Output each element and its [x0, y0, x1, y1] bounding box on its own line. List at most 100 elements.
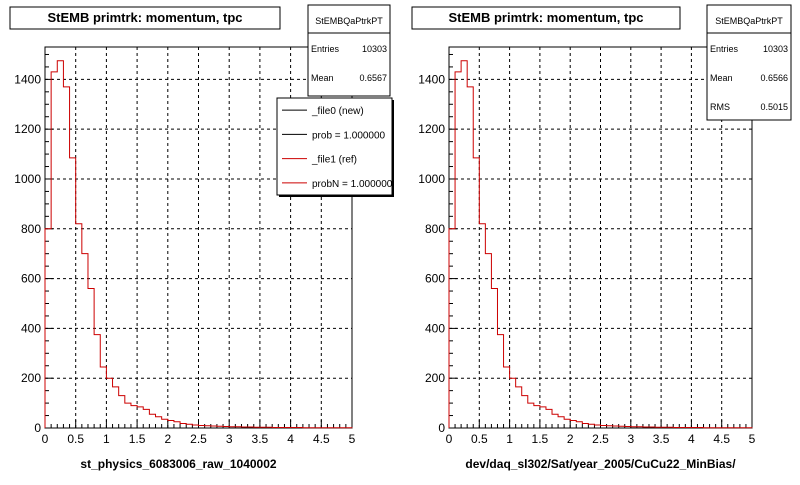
histogram-bin: [254, 427, 260, 428]
histogram-bin: [637, 427, 643, 428]
histogram-bin: [510, 378, 516, 428]
histogram-bin: [113, 387, 119, 428]
y-tick-label: 1000: [14, 172, 41, 186]
histogram-bin: [558, 417, 564, 428]
histogram-bin: [266, 427, 272, 428]
x-tick-label: 4: [688, 432, 695, 446]
x-tick-label: 5: [749, 432, 756, 446]
histogram-bin: [546, 409, 552, 428]
x-tick-label: 5: [349, 432, 356, 446]
histogram-bin: [149, 414, 155, 428]
stats-label: RMS: [710, 102, 730, 112]
y-tick-label: 1200: [14, 122, 41, 136]
x-tick-label: 2.5: [592, 432, 609, 446]
histogram-bin: [119, 396, 125, 428]
histogram-bin: [143, 409, 149, 428]
y-tick-label: 1400: [14, 72, 41, 86]
x-tick-label: 4: [287, 432, 294, 446]
histogram-bin: [516, 387, 522, 428]
y-tick-label: 1200: [418, 122, 445, 136]
x-tick-label: 0: [446, 432, 453, 446]
y-tick-label: 200: [21, 371, 41, 385]
y-tick-label: 800: [425, 222, 445, 236]
histogram-bin: [125, 403, 131, 428]
histogram-bin: [607, 426, 613, 428]
legend-label: _file0 (new): [311, 106, 364, 117]
stats-value: 10303: [763, 44, 788, 54]
stats-box: StEMBQaPtrkPTEntries10303Mean0.6567RMS0.…: [308, 5, 390, 112]
histogram-bin: [491, 289, 497, 428]
histogram-bin: [229, 427, 235, 428]
histogram-bin: [576, 422, 582, 428]
histogram-bin: [461, 61, 467, 428]
x-tick-label: 2.5: [190, 432, 207, 446]
histogram-bin: [534, 406, 540, 428]
legend-label: prob = 1.000000: [312, 130, 386, 141]
histogram-bin: [449, 229, 455, 428]
stats-name: StEMBQaPtrkPT: [715, 16, 783, 26]
legend-label: probN = 1.000000: [312, 179, 393, 190]
histogram-bin: [260, 427, 266, 428]
histogram-bin: [613, 426, 619, 428]
histogram-bin: [619, 426, 625, 428]
y-tick-label: 1400: [418, 72, 445, 86]
stats-value: 0.5015: [760, 102, 788, 112]
histogram-bin: [649, 427, 655, 428]
histogram-bin: [643, 427, 649, 428]
histogram-bin: [497, 335, 503, 428]
histogram-bin: [76, 224, 82, 428]
histogram-bin: [582, 424, 588, 428]
histogram-bin: [205, 426, 211, 428]
x-tick-label: 3: [627, 432, 634, 446]
chart-title: StEMB primtrk: momentum, tpc: [448, 10, 643, 25]
x-tick-label: 1.5: [129, 432, 146, 446]
histogram-bin: [631, 427, 637, 428]
x-tick-label: 2: [567, 432, 574, 446]
histogram-bin: [211, 426, 217, 428]
y-tick-label: 600: [425, 272, 445, 286]
histogram-bin: [485, 254, 491, 428]
x-tick-label: 0.5: [471, 432, 488, 446]
chart-title: StEMB primtrk: momentum, tpc: [47, 10, 242, 25]
stats-label: Entries: [710, 44, 739, 54]
histogram-bin: [63, 87, 69, 428]
histogram-bin: [168, 421, 174, 428]
histogram-bin: [235, 427, 241, 428]
legend: _file0 (new)prob = 1.000000_file1 (ref)p…: [277, 98, 394, 197]
histogram-bin: [455, 72, 461, 428]
histogram-bin: [661, 427, 667, 428]
x-axis-label: st_physics_6083006_raw_1040002: [80, 457, 276, 471]
histogram-bin: [94, 335, 100, 428]
stats-value: 10303: [362, 44, 387, 54]
histogram-bin: [570, 421, 576, 428]
histogram-bin: [180, 424, 186, 428]
x-tick-label: 1.5: [532, 432, 549, 446]
histogram-bin: [588, 424, 594, 428]
stats-value: 0.6567: [359, 73, 387, 83]
histogram-bin: [625, 427, 631, 428]
histogram-bin: [137, 407, 143, 428]
histogram-bin: [667, 427, 673, 428]
histogram-bin: [51, 72, 57, 428]
x-axis-label: dev/daq_sl302/Sat/year_2005/CuCu22_MinBi…: [465, 457, 736, 471]
histogram-bin: [479, 224, 485, 428]
histogram-bin: [199, 426, 205, 428]
y-tick-label: 0: [34, 421, 41, 435]
y-tick-label: 400: [425, 321, 445, 335]
stats-value: 0.6566: [760, 73, 788, 83]
histogram-bin: [467, 87, 473, 428]
y-tick-label: 600: [21, 272, 41, 286]
histogram-bin: [248, 427, 254, 428]
histogram-bin: [82, 254, 88, 428]
histogram-bin: [594, 425, 600, 428]
histogram-bin: [528, 403, 534, 428]
x-tick-label: 3.5: [252, 432, 269, 446]
x-tick-label: 4.5: [713, 432, 730, 446]
histogram-bin: [241, 427, 247, 428]
histogram-bin: [192, 425, 198, 428]
y-tick-label: 800: [21, 222, 41, 236]
histogram-bin: [131, 406, 137, 428]
